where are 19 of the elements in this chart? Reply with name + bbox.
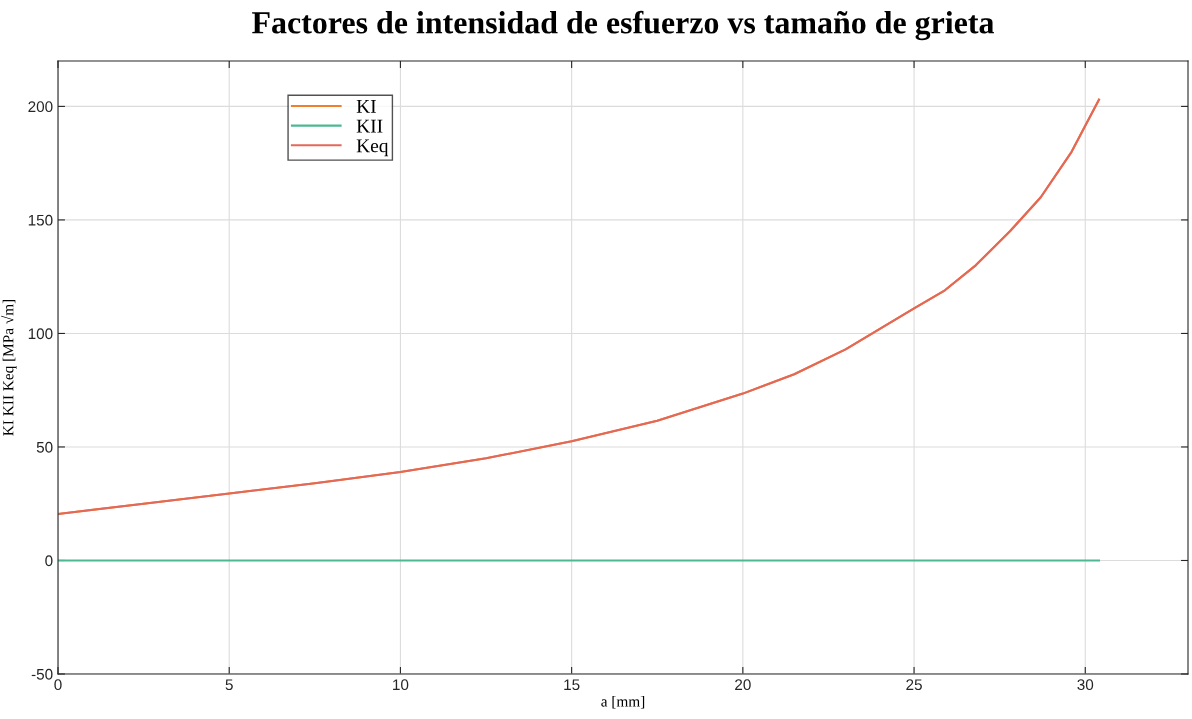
y-tick-label: -50 — [31, 668, 53, 680]
x-tick-label: 25 — [906, 679, 922, 691]
x-tick-label: 10 — [393, 679, 409, 691]
x-tick-label: 0 — [54, 679, 62, 691]
legend-label: KI — [356, 100, 376, 113]
y-tick-label: 150 — [28, 214, 53, 226]
chart-title: Factores de intensidad de esfuerzo vs tamaño de grieta — [252, 10, 994, 41]
y-tick-label: 100 — [28, 328, 53, 340]
x-tick-label: 20 — [735, 679, 751, 691]
x-tick-label: 30 — [1077, 679, 1094, 691]
legend-label: Keq — [356, 139, 389, 157]
y-axis-title: KI KII Keq [MPa √m] — [1, 299, 17, 436]
x-axis-title: a [mm] — [601, 695, 645, 709]
y-tick-label: 50 — [36, 441, 53, 453]
legend-label: KII — [356, 119, 383, 133]
x-tick-label: 5 — [225, 679, 233, 691]
x-tick-label: 15 — [564, 679, 580, 691]
y-tick-label: 0 — [45, 555, 53, 567]
y-tick-label: 200 — [28, 101, 53, 113]
